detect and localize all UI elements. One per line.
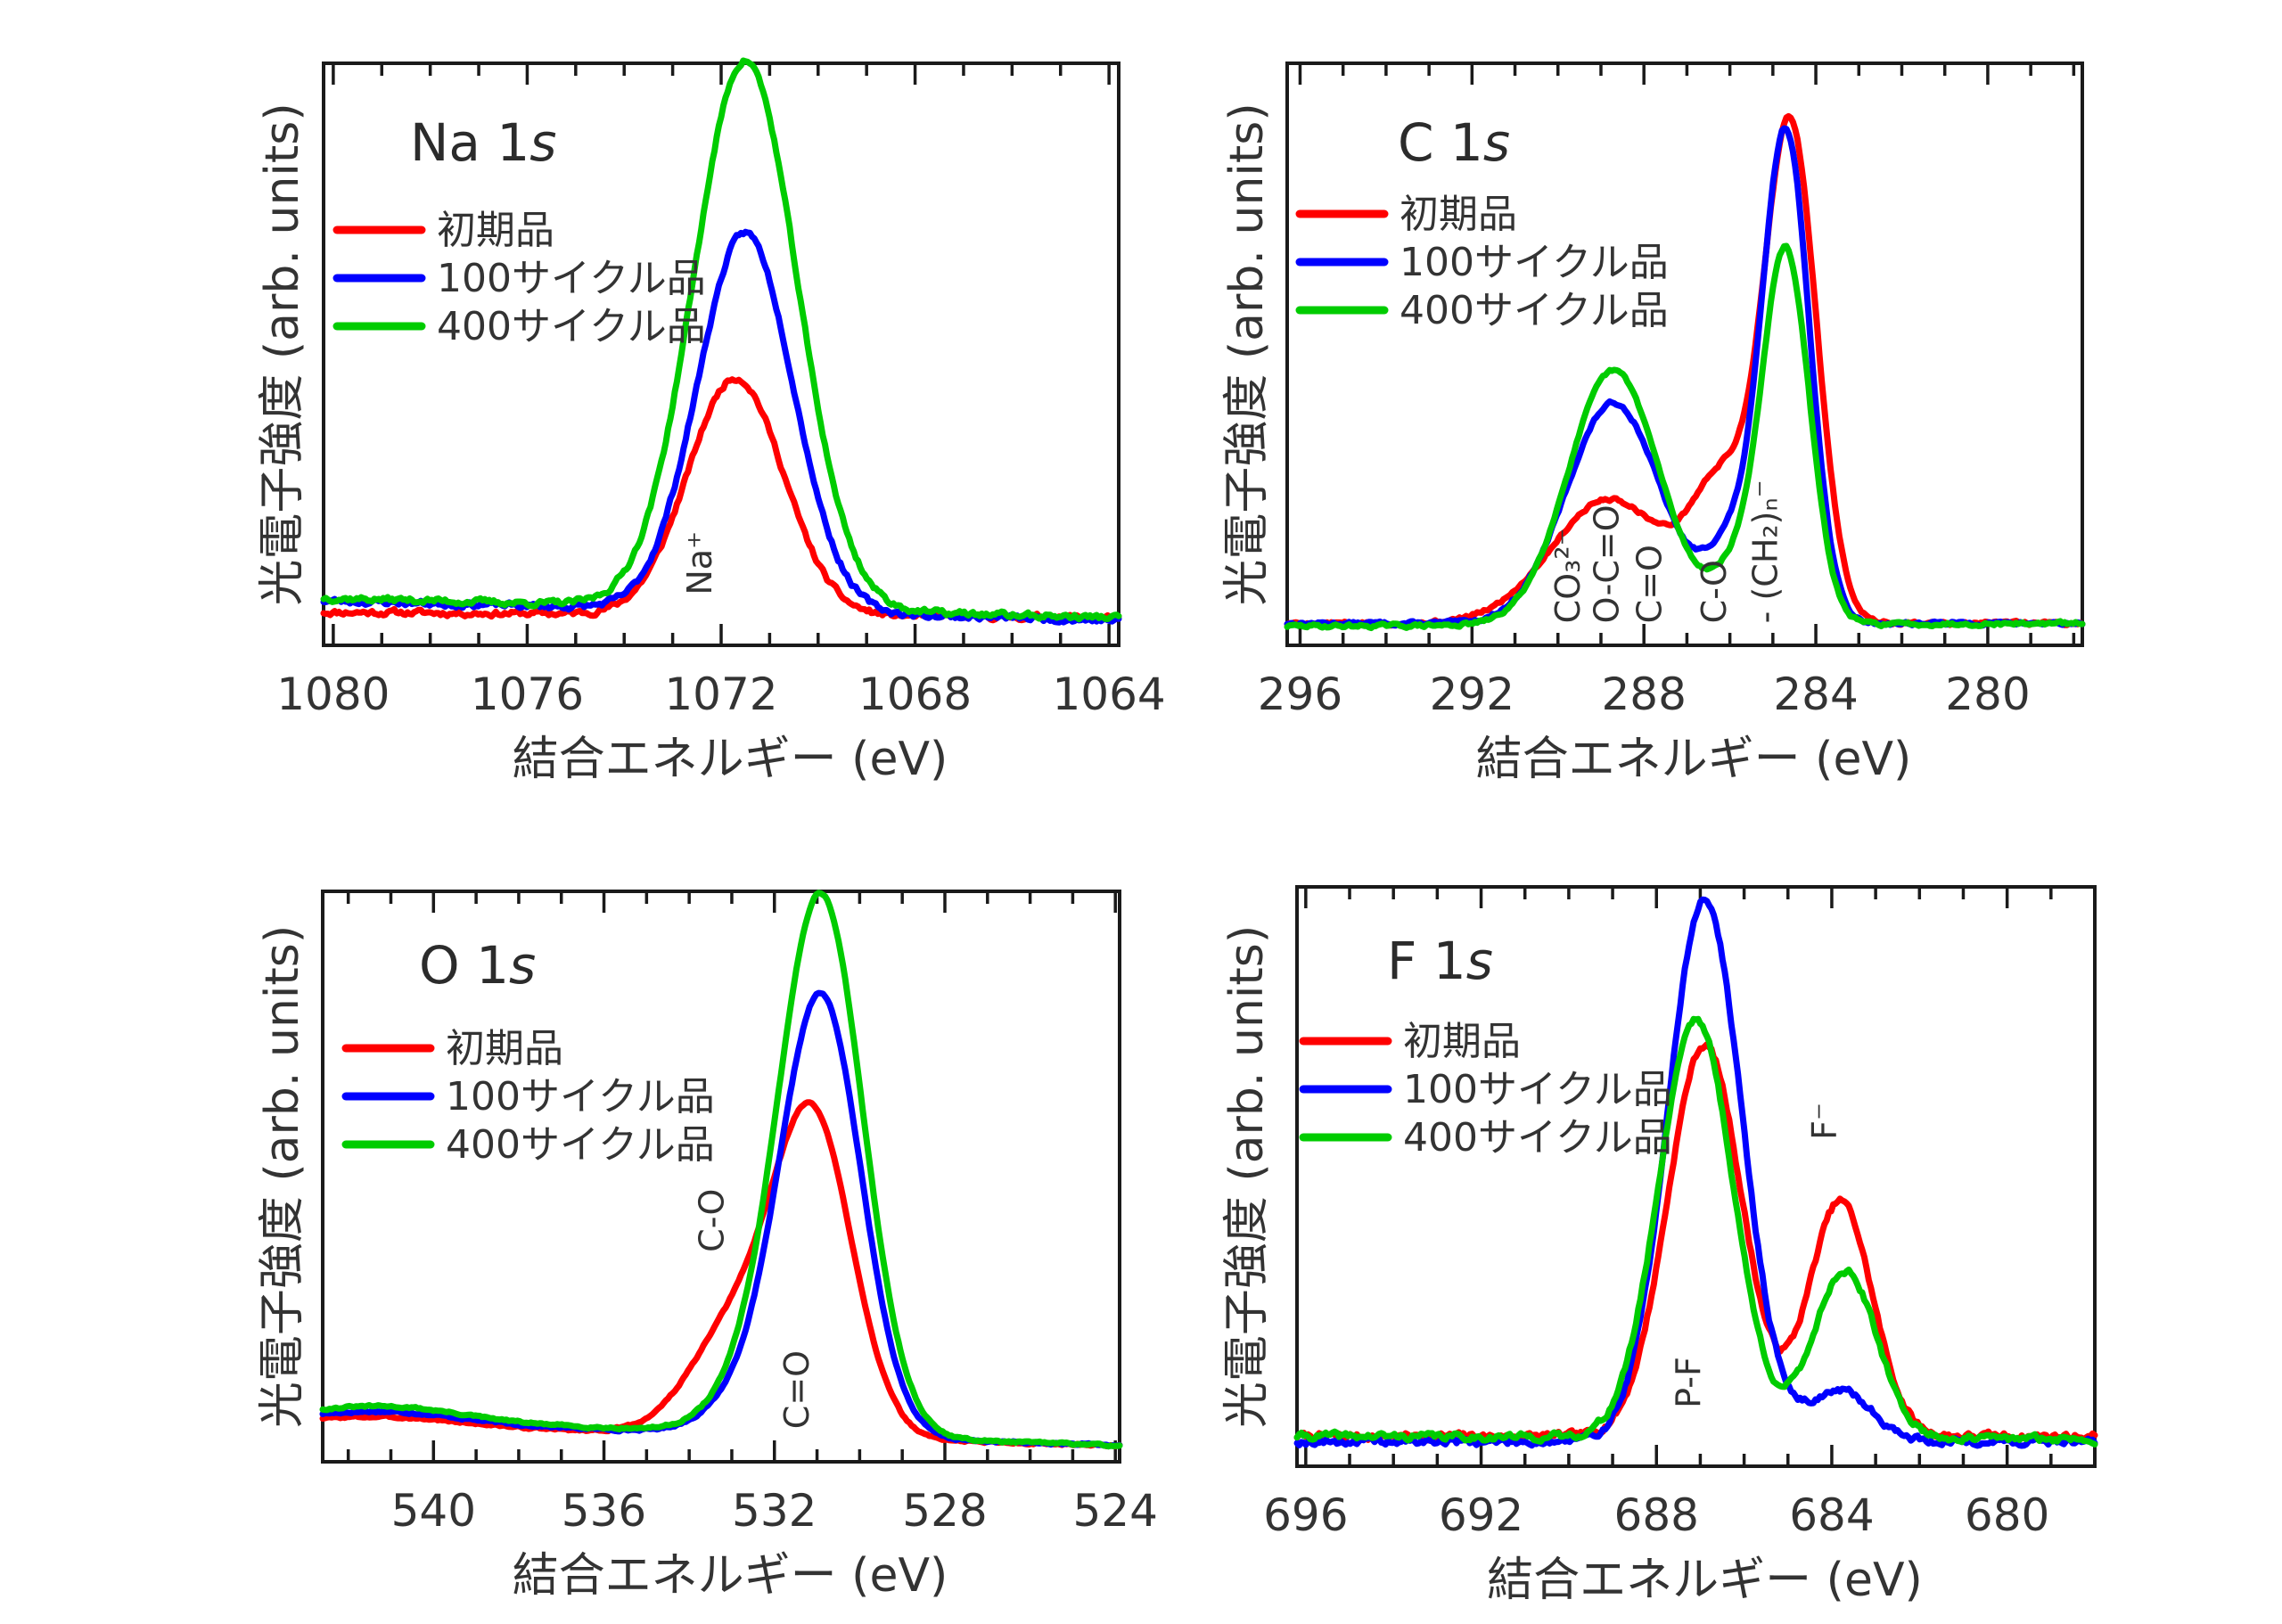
panel-title-italic: s xyxy=(1466,931,1493,991)
x-tick-label: 536 xyxy=(562,1485,646,1537)
x-tick-label: 280 xyxy=(1945,668,2030,720)
y-axis-label: 光電子強度 (arb. units) xyxy=(256,103,309,605)
panel-title: C 1s xyxy=(1398,112,1510,173)
peak-annotation: P-F xyxy=(1669,1357,1708,1408)
panel-title: F 1s xyxy=(1387,931,1493,991)
peak-annotation: C-O xyxy=(1695,560,1734,623)
y-axis-label: 光電子強度 (arb. units) xyxy=(1220,925,1274,1428)
legend-label: 400サイクル品 xyxy=(1403,1115,1672,1161)
panel-title: O 1s xyxy=(419,935,536,996)
legend-label: 400サイクル品 xyxy=(437,304,706,349)
series-line-400-cycle xyxy=(1293,1015,2098,1448)
peak-annotation: C=O xyxy=(1629,545,1669,623)
peak-annotation: F⁻ xyxy=(1805,1103,1844,1140)
panel-na1s: 1080 1076 1072 1068 1064 結合エネルギー (eV) 光電子強度 (a… xyxy=(256,57,1166,786)
x-tick-label: 528 xyxy=(902,1485,987,1537)
x-tick-label: 284 xyxy=(1773,668,1858,720)
plot-frame xyxy=(321,890,1121,1464)
legend-label: 初期品 xyxy=(446,1026,563,1071)
x-tick-label: 1072 xyxy=(664,668,777,720)
legend-label: 400サイクル品 xyxy=(446,1122,715,1168)
series-line-initial xyxy=(320,376,1122,624)
panel-title-main: Na 1 xyxy=(410,112,529,173)
x-tick-label: 692 xyxy=(1439,1489,1523,1541)
legend-label: 100サイクル品 xyxy=(1400,240,1669,285)
peak-annotation: O-C=O xyxy=(1587,504,1626,623)
x-axis-label: 結合エネルギー (eV) xyxy=(513,1549,948,1603)
y-axis-label: 光電子強度 (arb. units) xyxy=(256,925,309,1428)
x-axis-label: 結合エネルギー (eV) xyxy=(1476,733,1912,786)
panel-title: Na 1s xyxy=(410,112,557,173)
panel-c1s: 296 292 288 284 280 結合エネルギー (eV) 光電子強度 (arb. u… xyxy=(1220,62,2086,786)
panel-title-italic: s xyxy=(1483,112,1510,173)
panel-f1s: 696 692 688 684 680 結合エネルギー (eV) 光電子強度 (arb. u… xyxy=(1220,885,2098,1607)
series-line-400-cycle xyxy=(320,57,1122,623)
series-line-initial xyxy=(319,1099,1123,1450)
legend-label: 100サイクル品 xyxy=(437,256,706,301)
x-tick-label: 696 xyxy=(1263,1489,1348,1541)
x-tick-label: 1076 xyxy=(471,668,584,720)
plot-frame xyxy=(1285,62,2084,647)
x-tick-label: 296 xyxy=(1258,668,1342,720)
panel-title-main: O 1 xyxy=(419,935,509,996)
x-tick-label: 292 xyxy=(1430,668,1514,720)
legend-label: 400サイクル品 xyxy=(1400,288,1669,333)
y-axis-label: 光電子強度 (arb. units) xyxy=(1220,103,1274,605)
x-axis-label: 結合エネルギー (eV) xyxy=(1487,1554,1923,1607)
x-tick-label: 1064 xyxy=(1052,668,1165,720)
x-tick-label: 288 xyxy=(1601,668,1686,720)
series-line-400-cycle xyxy=(319,890,1123,1450)
peak-annotation: CO₃²⁻ xyxy=(1548,528,1588,623)
peak-annotation: C-O xyxy=(692,1189,731,1252)
peak-annotation: C=O xyxy=(777,1350,817,1429)
peak-annotation: Na⁺ xyxy=(680,531,719,595)
legend-label: 初期品 xyxy=(437,208,554,253)
panel-o1s: 540 536 532 528 524 結合エネルギー (eV) 光電子強度 (arb. u… xyxy=(256,890,1158,1603)
legend-label: 100サイクル品 xyxy=(1403,1067,1672,1112)
legend-label: 初期品 xyxy=(1403,1019,1521,1064)
x-tick-label: 688 xyxy=(1614,1489,1699,1541)
x-tick-label: 532 xyxy=(732,1485,817,1537)
x-tick-label: 540 xyxy=(391,1485,476,1537)
plot-frame xyxy=(1295,885,2097,1468)
legend-label: 100サイクル品 xyxy=(446,1074,715,1120)
x-tick-label: 524 xyxy=(1073,1485,1158,1537)
panel-title-main: F 1 xyxy=(1387,931,1466,991)
series-line-400-cycle xyxy=(1284,242,2086,632)
x-tick-label: 684 xyxy=(1789,1489,1874,1541)
x-axis-label: 結合エネルギー (eV) xyxy=(513,733,948,786)
peak-annotation: - (CH₂)ₙ⁻ xyxy=(1746,480,1785,623)
legend-label: 初期品 xyxy=(1400,192,1517,237)
panel-title-main: C 1 xyxy=(1398,112,1483,173)
x-tick-label: 1080 xyxy=(276,668,390,720)
panel-title-italic: s xyxy=(509,935,536,996)
panel-title-italic: s xyxy=(529,112,556,173)
x-tick-label: 1068 xyxy=(858,668,972,720)
x-tick-label: 680 xyxy=(1965,1489,2049,1541)
